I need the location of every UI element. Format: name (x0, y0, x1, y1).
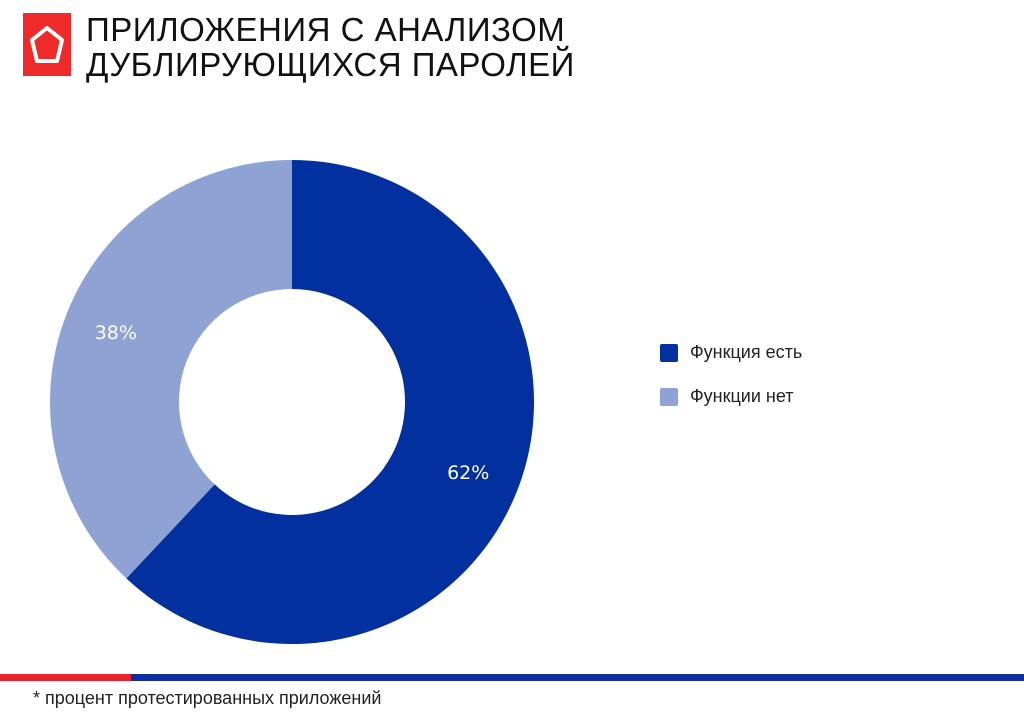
legend-swatch (660, 387, 678, 406)
legend-item-no-feature: Функции нет (660, 384, 802, 409)
footer-bar-red (0, 674, 131, 681)
slice-label: 62% (447, 462, 489, 484)
legend-label: Функция есть (690, 342, 803, 362)
pentagon-icon (30, 26, 64, 63)
footnote: * процент протестированных приложений (33, 688, 382, 708)
legend-item-has-feature: Функция есть (660, 340, 802, 365)
legend: Функция есть Функции нет (660, 340, 802, 428)
legend-swatch (660, 343, 678, 362)
legend-label: Функции нет (690, 386, 794, 406)
logo (23, 13, 71, 76)
footer-bar-blue (131, 674, 1024, 681)
page-title: ПРИЛОЖЕНИЯ С АНАЛИЗОМ ДУБЛИРУЮЩИХСЯ ПАРО… (86, 12, 575, 82)
slice-label: 38% (95, 322, 137, 344)
donut-slice (50, 159, 293, 579)
donut-slice (126, 160, 534, 644)
title-line-1: ПРИЛОЖЕНИЯ С АНАЛИЗОМ (86, 11, 566, 48)
title-line-2: ДУБЛИРУЮЩИХСЯ ПАРОЛЕЙ (86, 46, 575, 83)
